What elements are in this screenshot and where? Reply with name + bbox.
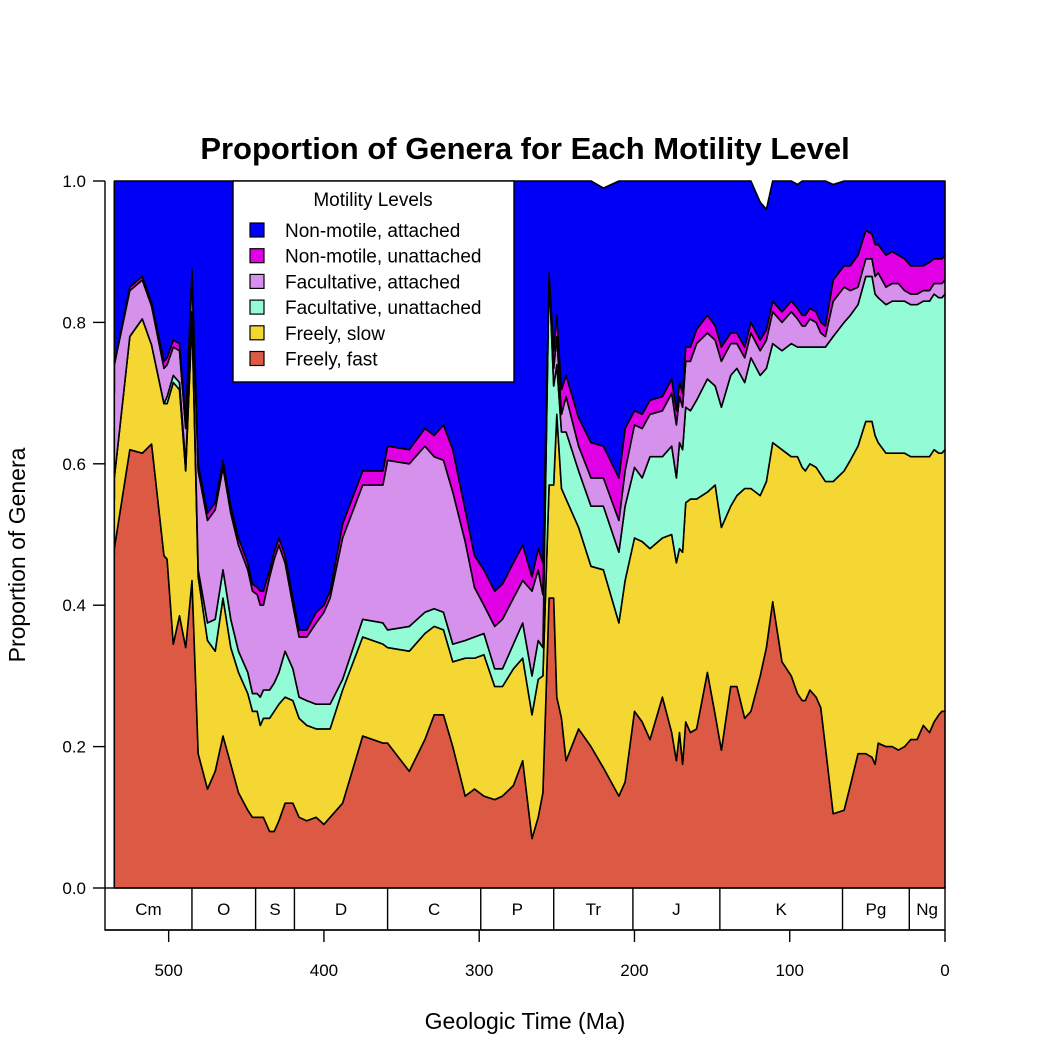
- period-label: C: [428, 900, 440, 919]
- period-label: K: [776, 900, 788, 919]
- axes: [104, 181, 946, 931]
- y-axis-label: Proportion of Genera: [4, 447, 30, 662]
- legend-swatch: [249, 325, 265, 341]
- legend-label: Facultative, attached: [285, 272, 460, 293]
- geologic-period-band: Cm O S D C P Tr J K Pg Ng: [135, 888, 938, 930]
- legend-swatch: [249, 350, 265, 367]
- period-label: Pg: [866, 900, 887, 919]
- period-label: Cm: [135, 900, 161, 919]
- y-tick-label: 0.0: [62, 879, 86, 898]
- y-tick-label: 1.0: [62, 172, 86, 191]
- legend-swatch: [249, 222, 265, 238]
- y-tick-label: 0.4: [62, 596, 86, 615]
- chart-title: Proportion of Genera for Each Motility L…: [200, 131, 849, 166]
- x-tick-label: 500: [154, 961, 182, 980]
- period-band-frame: [104, 887, 946, 931]
- x-tick-label: 100: [776, 961, 804, 980]
- x-tick-label: 200: [620, 961, 648, 980]
- x-axis-label: Geologic Time (Ma): [425, 1008, 626, 1034]
- legend-items: Non-motile, attached Non-motile, unattach…: [249, 221, 481, 371]
- legend-label: Freely, fast: [285, 350, 378, 371]
- legend-swatch: [249, 248, 265, 264]
- period-label: D: [335, 900, 347, 919]
- period-label: P: [512, 900, 523, 919]
- legend-label: Facultative, unattached: [285, 298, 481, 319]
- legend-label: Freely, slow: [285, 324, 385, 345]
- legend-box: [232, 180, 515, 383]
- x-axis-ticks: 500 400 300 200 100 0: [154, 930, 950, 980]
- period-label: Tr: [586, 900, 602, 919]
- legend-title: Motility Levels: [313, 190, 432, 211]
- period-label: Ng: [916, 900, 938, 919]
- period-label: S: [269, 900, 280, 919]
- x-tick-label: 300: [465, 961, 493, 980]
- y-tick-label: 0.2: [62, 738, 86, 757]
- legend-label: Non-motile, unattached: [285, 247, 481, 268]
- y-tick-label: 0.6: [62, 455, 86, 474]
- y-tick-label: 0.8: [62, 313, 86, 332]
- legend-label: Non-motile, attached: [285, 221, 460, 242]
- legend-swatch: [249, 299, 265, 315]
- legend: Motility Levels Non-motile, attachedNon-…: [232, 180, 515, 383]
- x-tick-label: 400: [310, 961, 338, 980]
- y-axis-ticks: 0.0 0.2 0.4 0.6 0.8 1.0: [62, 172, 105, 898]
- legend-swatch: [249, 273, 265, 289]
- period-label: O: [217, 900, 230, 919]
- period-label: J: [672, 900, 681, 919]
- x-tick-label: 0: [940, 961, 949, 980]
